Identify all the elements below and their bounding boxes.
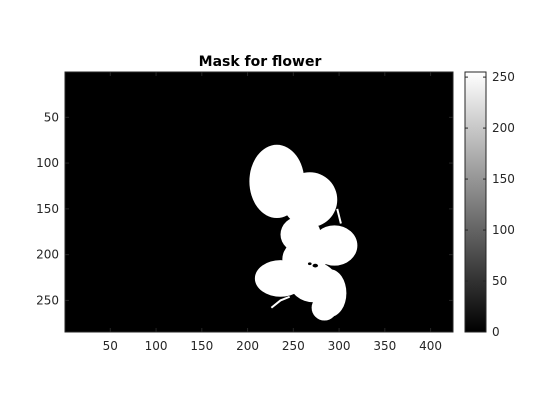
mask-blob xyxy=(280,216,321,253)
image-axes-frame xyxy=(64,71,454,333)
mask-stem xyxy=(270,295,291,309)
mask-hole xyxy=(312,263,319,268)
x-tick-label: 200 xyxy=(236,339,259,353)
x-tick-label: 400 xyxy=(419,339,442,353)
colorbar-tick-label: 0 xyxy=(492,325,500,339)
mask-blob xyxy=(254,260,307,297)
x-tick-label: 50 xyxy=(103,339,118,353)
y-tick-label: 100 xyxy=(36,156,59,170)
y-axis-ticks: 50 100 150 200 250 xyxy=(36,110,453,307)
mask-stem xyxy=(316,173,323,197)
x-tick-label: 150 xyxy=(190,339,213,353)
colorbar-gradient xyxy=(465,72,486,332)
mask-blob xyxy=(282,172,338,228)
y-tick-label: 200 xyxy=(36,248,59,262)
mask-stem xyxy=(336,208,342,224)
colorbar-tick-label: 50 xyxy=(492,274,507,288)
x-tick-label: 350 xyxy=(373,339,396,353)
colorbar-tick-label: 250 xyxy=(492,70,515,84)
colorbar-tick-label: 100 xyxy=(492,223,515,237)
colorbar-tick-label: 150 xyxy=(492,172,515,186)
colorbar: 0 50 100 150 200 250 xyxy=(464,70,515,339)
y-tick-label: 50 xyxy=(44,110,59,124)
x-tick-label: 250 xyxy=(282,339,305,353)
x-axis-ticks: 50 100 150 200 250 300 350 400 xyxy=(103,72,442,353)
mask-layer xyxy=(249,144,358,321)
colorbar-ticks: 0 50 100 150 200 250 xyxy=(465,70,515,339)
y-tick-label: 250 xyxy=(36,293,59,307)
mask-hole xyxy=(307,262,312,266)
image-axes: 50 100 150 200 250 300 350 400 50 100 150 200 250 xyxy=(36,71,454,353)
chart-title: Mask for flower xyxy=(199,54,322,70)
colorbar-tick-label: 200 xyxy=(492,121,515,135)
colorbar-frame xyxy=(464,71,487,333)
y-tick-label: 150 xyxy=(36,202,59,216)
x-tick-label: 300 xyxy=(328,339,351,353)
mask-blob xyxy=(311,294,338,321)
x-tick-label: 100 xyxy=(145,339,168,353)
